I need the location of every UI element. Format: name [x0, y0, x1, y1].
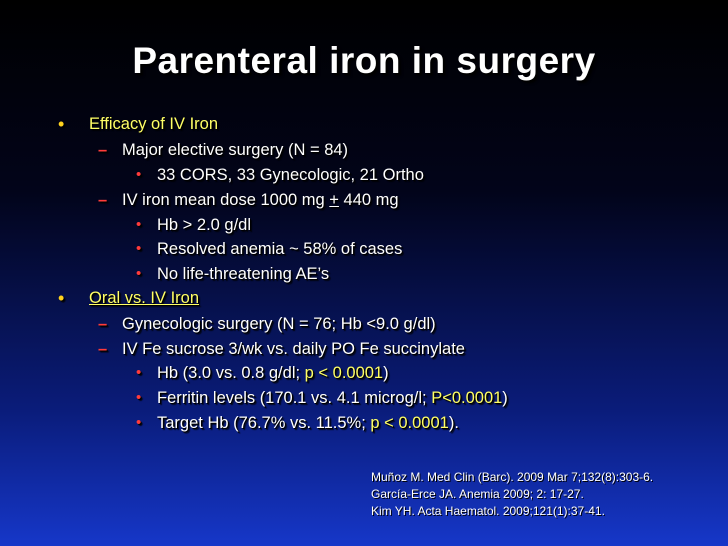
bullet-text: Gynecologic surgery (N = 76; Hb <9.0 g/d… — [122, 315, 436, 333]
bullet-text: IV iron mean dose 1000 mg + 440 mg — [122, 190, 399, 210]
bullet-icon: • — [136, 389, 142, 406]
dash-icon: – — [98, 340, 108, 358]
dash-icon: – — [98, 191, 108, 209]
slide-title: Parenteral iron in surgery — [132, 40, 596, 81]
dose-text-before: IV iron mean dose 1000 mg — [122, 191, 330, 209]
bullet-text: No life-threatening AE’s — [157, 265, 330, 283]
bullet-icon: • — [136, 240, 142, 257]
bullet-text: IV Fe sucrose 3/wk vs. daily PO Fe succi… — [122, 340, 465, 358]
reference-item: García-Erce JA. Anemia 2009; 2: 17-27. — [371, 487, 584, 501]
result-text: Target Hb (76.7% vs. 11.5%; — [157, 414, 371, 432]
bullet-icon: • — [136, 216, 142, 233]
bullet-icon: • — [136, 364, 142, 381]
bullet-icon: • — [58, 288, 65, 308]
section-heading: Oral vs. IV Iron — [89, 289, 200, 307]
dash-icon: – — [98, 141, 108, 159]
bullet-icon: • — [136, 265, 142, 282]
bullet-text: Hb (3.0 vs. 0.8 g/dl; p < 0.0001) — [157, 363, 389, 383]
bullet-text: Ferritin levels (170.1 vs. 4.1 microg/l;… — [157, 388, 508, 408]
dose-text-after: 440 mg — [338, 191, 399, 209]
reference-item: Muñoz M. Med Clin (Barc). 2009 Mar 7;132… — [371, 470, 654, 484]
p-value: P<0.0001 — [431, 389, 503, 407]
bullet-text: Major elective surgery (N = 84) — [122, 141, 349, 159]
result-text: Ferritin levels (170.1 vs. 4.1 microg/l; — [157, 389, 432, 407]
bullet-text: Hb > 2.0 g/dl — [157, 216, 252, 234]
bullet-icon: • — [58, 114, 65, 134]
bullet-text: Target Hb (76.7% vs. 11.5%; p < 0.0001). — [157, 413, 459, 433]
dash-icon: – — [98, 315, 108, 333]
reference-item: Kim YH. Acta Haematol. 2009;121(1):37-41… — [371, 504, 605, 518]
section-heading: Efficacy of IV Iron — [89, 115, 219, 133]
bullet-text: Resolved anemia ~ 58% of cases — [157, 240, 403, 258]
bullet-icon: • — [136, 166, 142, 183]
p-value: p < 0.0001 — [304, 364, 384, 382]
bullet-text: 33 CORS, 33 Gynecologic, 21 Ortho — [157, 166, 424, 184]
result-text-end: ) — [383, 364, 389, 382]
plus-minus-symbol: + — [329, 191, 339, 209]
references: Muñoz M. Med Clin (Barc). 2009 Mar 7;132… — [371, 469, 653, 520]
result-text-end: ) — [502, 389, 508, 407]
bullet-icon: • — [136, 414, 142, 431]
p-value: p < 0.0001 — [370, 414, 449, 432]
result-text-end: ). — [448, 414, 459, 432]
result-text: Hb (3.0 vs. 0.8 g/dl; — [157, 364, 305, 382]
